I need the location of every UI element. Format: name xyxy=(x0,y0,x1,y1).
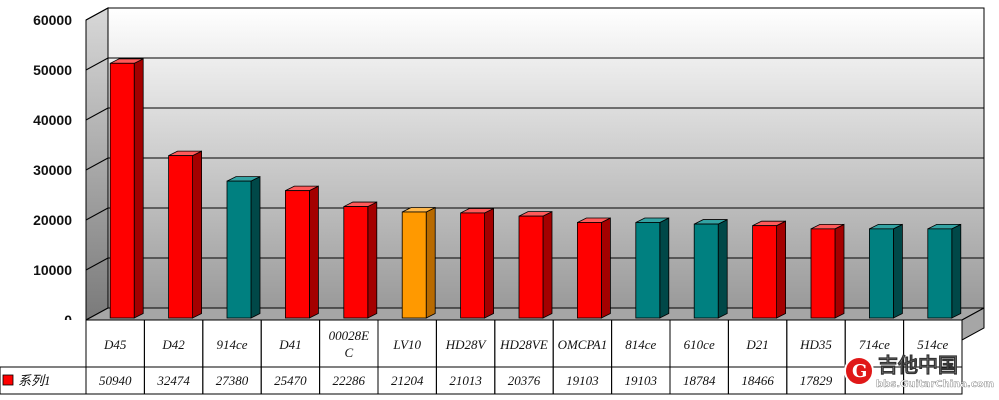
value-cell xyxy=(903,366,963,395)
y-tick-label: 10000 xyxy=(33,262,72,278)
value-label: 19103 xyxy=(566,373,599,388)
bar-714ce xyxy=(869,223,903,319)
category-label: 914ce xyxy=(216,337,247,352)
gridline-side xyxy=(85,257,109,271)
y-axis-ticks: 0100002000030000400005000060000 xyxy=(33,12,72,328)
category-label: LV10 xyxy=(392,337,421,352)
bar-D41 xyxy=(284,185,319,319)
gridline-side xyxy=(85,207,109,221)
y-tick-label: 60000 xyxy=(33,12,72,28)
value-label: 50940 xyxy=(99,373,132,388)
value-label: 17829 xyxy=(800,373,833,388)
watermark-text: 吉他中国 xyxy=(878,353,958,377)
category-label: C xyxy=(344,345,353,360)
table-bg xyxy=(0,320,999,394)
bar-814ce xyxy=(635,217,670,319)
category-label: 814ce xyxy=(625,337,656,352)
gridline-side xyxy=(85,57,109,71)
value-label: 32474 xyxy=(156,373,190,388)
category-label: 610ce xyxy=(684,337,715,352)
value-label: 19103 xyxy=(625,373,658,388)
legend-label: 系列1 xyxy=(18,373,51,388)
gridline-side xyxy=(85,107,109,121)
value-label: 18784 xyxy=(683,373,716,388)
bar-610ce xyxy=(693,218,728,319)
category-label: HD28VE xyxy=(499,337,548,352)
bar-514ce xyxy=(927,223,962,319)
table-depth-edge xyxy=(961,307,985,341)
value-label: 22286 xyxy=(333,373,366,388)
category-label: 514ce xyxy=(917,337,948,352)
watermark-logo: G 吉他中国 bbs.GuitarChina.com xyxy=(844,353,994,390)
value-label: 21204 xyxy=(391,373,424,388)
category-label: D41 xyxy=(278,337,301,352)
bar-LV10 xyxy=(401,206,436,319)
legend-swatch xyxy=(2,374,14,386)
value-label: 20376 xyxy=(508,373,541,388)
bar-HD28V xyxy=(460,207,495,319)
category-label: 00028E xyxy=(329,328,370,343)
bar-OMCPA1 xyxy=(577,217,611,319)
y-tick-label: 50000 xyxy=(33,62,72,78)
legend-cell xyxy=(0,366,87,395)
category-label: HD35 xyxy=(799,337,832,352)
category-label: 714ce xyxy=(859,337,890,352)
bar-HD28VE xyxy=(518,210,553,319)
value-label: 18466 xyxy=(741,373,774,388)
bar-D45 xyxy=(109,58,144,319)
value-label: 27380 xyxy=(216,373,249,388)
logo-letter-g: G xyxy=(852,361,867,382)
bars xyxy=(109,58,962,319)
bar-914ce xyxy=(226,175,261,319)
category-label: D21 xyxy=(745,337,768,352)
bar-HD35 xyxy=(810,223,845,319)
gridline-side xyxy=(85,7,109,21)
y-tick-label: 40000 xyxy=(33,112,72,128)
gridline-side xyxy=(85,157,109,171)
y-tick-label: 30000 xyxy=(33,162,72,178)
value-label: 25470 xyxy=(274,373,307,388)
value-label: 21013 xyxy=(449,373,482,388)
category-label: OMCPA1 xyxy=(558,337,608,352)
y-tick-label: 20000 xyxy=(33,212,72,228)
category-label: HD28V xyxy=(445,337,488,352)
bar-D21 xyxy=(752,220,786,319)
guitar-logo-icon xyxy=(844,356,874,386)
category-label: D45 xyxy=(103,337,127,352)
data-table: 系列1 D45 50940 D42 32474 914ce 27380 D41 25470 000… xyxy=(0,307,999,395)
category-label: D42 xyxy=(161,337,185,352)
bar-D42 xyxy=(168,150,203,319)
watermark-url: bbs.GuitarChina.com xyxy=(876,379,994,390)
bar-00028EC xyxy=(343,201,378,319)
